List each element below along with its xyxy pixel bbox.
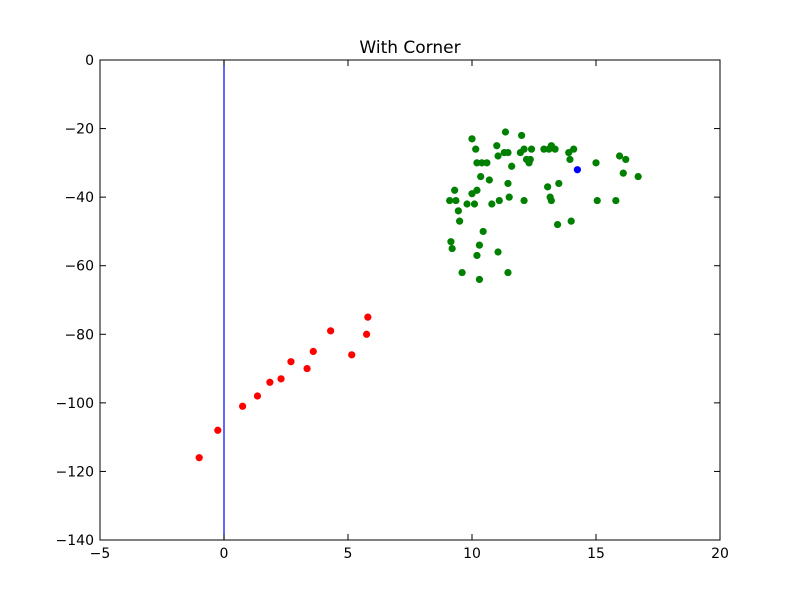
data-point-green	[622, 155, 630, 164]
y-tick-label: −20	[64, 122, 94, 138]
data-point-green	[615, 152, 624, 160]
data-point-red	[363, 330, 371, 338]
plot-layer: −5 0 5 10 15 20 0 −20 −40 −60 −80 −100 −120 −140	[56, 53, 729, 562]
data-point-green	[494, 248, 502, 256]
y-tick-label: −100	[56, 396, 94, 412]
data-point-green	[488, 200, 496, 208]
data-point-green	[478, 159, 486, 167]
data-point-green	[483, 159, 491, 167]
data-point-red	[214, 426, 222, 434]
y-tick-label: 0	[85, 53, 94, 69]
data-point-green	[593, 196, 601, 205]
data-point-green	[520, 196, 528, 205]
data-point-red	[287, 358, 295, 366]
data-point-green	[456, 217, 464, 225]
data-point-green	[634, 172, 642, 181]
data-point-green	[566, 155, 574, 164]
y-tick-label: −80	[64, 327, 94, 343]
y-tick-label: −60	[64, 259, 94, 275]
plot-frame	[99, 59, 721, 541]
data-point-green	[526, 155, 534, 164]
data-point-green	[454, 207, 462, 215]
data-point-green	[494, 152, 502, 160]
data-point-red	[327, 327, 335, 335]
data-point-green	[472, 145, 480, 153]
x-tick-label: 20	[711, 546, 729, 562]
data-point-green	[555, 179, 563, 188]
data-point-green	[619, 169, 627, 177]
x-tick-label: 10	[463, 546, 481, 562]
data-point-green	[473, 186, 481, 194]
data-point-green	[612, 196, 620, 205]
data-point-green	[520, 145, 528, 153]
y-tick-label: −140	[56, 533, 94, 549]
data-point-green	[458, 268, 466, 277]
data-point-red	[303, 364, 311, 373]
data-point-green	[508, 162, 516, 170]
data-point-green	[473, 159, 481, 167]
data-point-red	[364, 313, 372, 321]
data-point-green	[477, 172, 485, 181]
data-point-green	[485, 176, 493, 184]
x-tick-label: 15	[587, 546, 605, 562]
y-tick-label: −40	[64, 190, 94, 206]
data-point-green	[504, 179, 512, 188]
data-point-green	[518, 131, 526, 140]
data-point-green	[470, 200, 479, 208]
data-point-green	[527, 145, 536, 153]
data-point-red	[277, 375, 285, 383]
data-point-green	[493, 142, 501, 150]
data-point-green	[504, 268, 512, 277]
data-point-blue	[573, 166, 582, 174]
data-point-green	[473, 251, 481, 260]
data-point-red	[253, 392, 262, 400]
data-point-green	[448, 244, 456, 253]
data-point-green	[501, 128, 510, 136]
data-point-green	[505, 193, 513, 201]
data-point-green	[447, 238, 455, 246]
data-point-green	[547, 196, 555, 205]
data-point-green	[544, 183, 552, 191]
data-point-green	[479, 227, 487, 236]
x-tick-label: 5	[344, 546, 353, 562]
data-point-green	[540, 145, 548, 153]
data-point-green	[446, 196, 454, 205]
data-point-green	[451, 186, 459, 194]
data-point-red	[348, 351, 356, 359]
data-point-green	[592, 159, 600, 167]
data-point-red	[266, 378, 274, 386]
data-point-green	[495, 196, 503, 205]
x-tick-label: −5	[90, 546, 111, 562]
data-point-green	[551, 145, 559, 153]
y-tick-label: −120	[56, 464, 94, 480]
data-point-green	[570, 145, 578, 153]
data-point-red	[195, 454, 203, 462]
data-point-green	[468, 135, 476, 143]
data-point-green	[504, 148, 512, 157]
data-point-green	[553, 220, 562, 229]
x-tick-label: 0	[220, 546, 229, 562]
data-point-green	[463, 200, 471, 208]
data-point-green	[452, 196, 460, 205]
data-point-red	[309, 347, 317, 356]
data-point-green	[475, 241, 484, 249]
chart-title: With Corner	[359, 38, 460, 58]
data-point-red	[239, 402, 247, 410]
data-point-green	[475, 275, 484, 284]
data-point-green	[567, 217, 575, 225]
